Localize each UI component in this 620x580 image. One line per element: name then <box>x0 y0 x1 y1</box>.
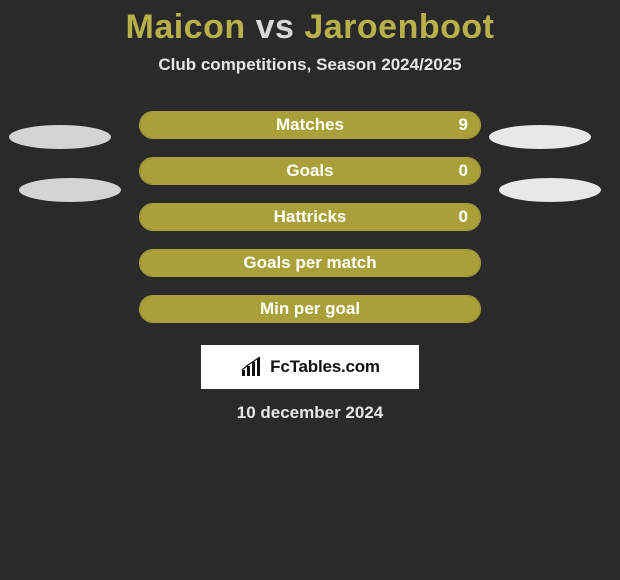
subtitle: Club competitions, Season 2024/2025 <box>158 55 461 75</box>
stat-label: Min per goal <box>260 299 360 319</box>
stat-value: 9 <box>459 115 468 135</box>
logo-text: FcTables.com <box>270 357 380 377</box>
vs-text: vs <box>256 8 295 46</box>
page-title: Maicon vs Jaroenboot <box>126 8 495 47</box>
player1-name: Maicon <box>126 8 246 46</box>
stat-label: Goals <box>286 161 333 181</box>
stat-value: 0 <box>459 207 468 227</box>
chart-icon <box>240 356 266 378</box>
stat-row-min-per-goal: Min per goal <box>139 295 481 323</box>
stat-label: Hattricks <box>274 207 347 227</box>
comparison-card: Maicon vs Jaroenboot Club competitions, … <box>0 0 620 423</box>
stat-label: Goals per match <box>243 253 376 273</box>
ellipse-right-2 <box>499 178 601 202</box>
ellipse-right-1 <box>489 125 591 149</box>
stat-row-goals: Goals 0 <box>139 157 481 185</box>
stat-row-matches: Matches 9 <box>139 111 481 139</box>
logo-box: FcTables.com <box>201 345 419 389</box>
stat-row-goals-per-match: Goals per match <box>139 249 481 277</box>
stat-value: 0 <box>459 161 468 181</box>
stat-rows: Matches 9 Goals 0 Hattricks 0 Goals per … <box>139 111 481 323</box>
ellipse-left-1 <box>9 125 111 149</box>
stat-label: Matches <box>276 115 344 135</box>
date-text: 10 december 2024 <box>237 403 384 423</box>
stat-row-hattricks: Hattricks 0 <box>139 203 481 231</box>
player2-name: Jaroenboot <box>304 8 494 46</box>
ellipse-left-2 <box>19 178 121 202</box>
